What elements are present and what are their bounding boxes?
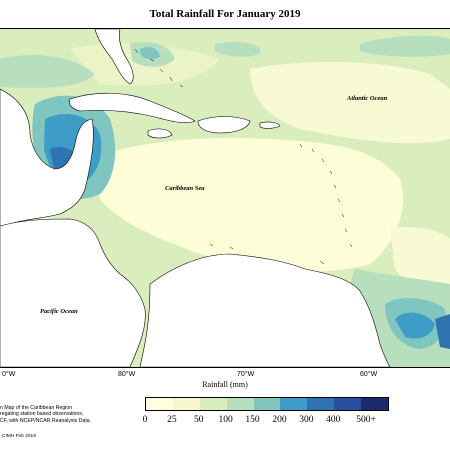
legend-label-2: 50 [194,415,204,425]
rainfall-legend: 0 25 50 100 150 200 300 400 500+ [142,397,405,429]
note-line-1: n Map of the Caribbean Region [0,405,73,411]
caribbean-sea-label: Caribbean Sea [165,185,205,192]
longitude-tick-70w: 70°W [237,371,255,378]
legend-label-7: 400 [326,415,341,425]
legend-swatch-6 [307,398,335,410]
legend-label-0: 0 [142,415,148,425]
trinidad-island [319,260,325,265]
note-line-2: regating station based observations, [0,411,84,418]
rainfall-map: Atlantic Ocean Caribbean Sea Pacific Oce… [0,28,450,368]
pacific-ocean-label: Pacific Ocean [40,308,78,315]
cuba-land [69,92,196,123]
land-masses [0,29,391,367]
longitude-tick-90w: 0°W [2,371,16,378]
legend-swatch-5 [280,398,308,410]
small-islands [134,48,353,265]
legend-label-4: 150 [245,415,260,425]
central-america-land [0,218,146,367]
rainfall-zone-suriname-heaviest [435,314,450,349]
legend-label-5: 200 [272,415,287,425]
rainfall-axis-label: Rainfall (mm) [202,380,248,389]
map-description-note: n Map of the Caribbean Region regating s… [0,405,130,424]
legend-swatch-4 [253,398,281,410]
legend-swatch-1 [172,398,200,410]
legend-swatch-8 [361,398,389,410]
longitude-tick-80w: 80°W [118,371,136,378]
legend-label-6: 300 [299,415,314,425]
map-title: Total Rainfall For January 2019 [149,8,301,20]
rainfall-zone-bahamas-moderate [215,42,261,57]
legend-label-8: 500+ [356,415,376,425]
rainfall-zone-bahamas-heavy [140,46,160,60]
rainfall-zone-dry-east [390,227,450,290]
legend-swatch-7 [334,398,362,410]
legend-swatch-0 [146,398,173,410]
legend-swatch-3 [226,398,254,410]
legend-swatch-2 [199,398,227,410]
rainfall-zone-north-moderate [360,35,450,57]
florida-land [94,29,134,85]
legend-label-1: 25 [167,415,177,425]
atlantic-ocean-label: Atlantic Ocean [346,95,388,102]
rainfall-zone-mexico-moderate [0,54,95,88]
credit-text: CIMH Feb 2019 [2,434,36,439]
legend-color-bar [145,397,389,411]
puerto-rico-land [259,121,281,129]
yucatan-land [0,88,94,227]
bahamas-islands [134,48,184,88]
rainfall-zone-dry-caribbean [90,138,404,272]
rainfall-zone-guiana-heavier [395,312,435,339]
jamaica-land [147,128,173,139]
hispaniola-land [197,116,251,134]
note-line-3: CF, with NCEP/NCAR Reanalysis Data. [0,417,92,424]
rainfall-zone-dry-atlantic [250,62,450,144]
legend-label-3: 100 [218,415,233,425]
lesser-antilles-islands [299,143,353,248]
south-america-land [139,253,391,367]
abc-islands [209,243,234,250]
longitude-tick-60w: 60°W [360,371,378,378]
legend-labels: 0 25 50 100 150 200 300 400 500+ [142,415,405,429]
